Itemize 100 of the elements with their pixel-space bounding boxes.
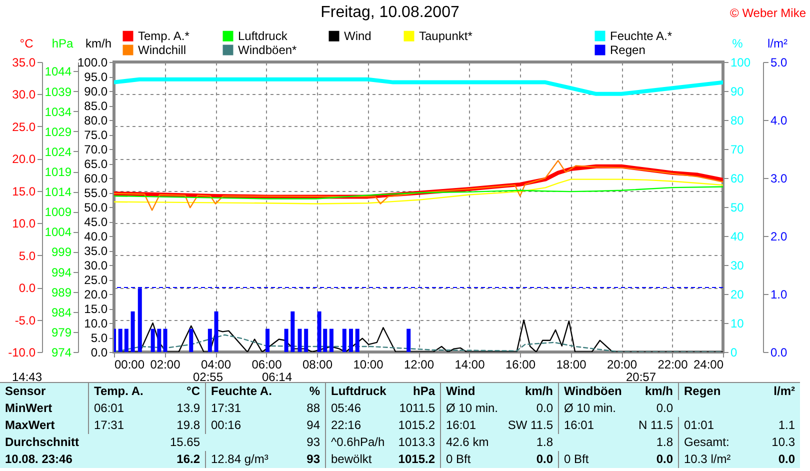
- chart-title: Freitag, 10.08.2007: [320, 4, 460, 21]
- text: 0.0: [535, 400, 554, 417]
- text: 94: [306, 417, 321, 434]
- y-tick-label: 15.0: [12, 184, 36, 198]
- y-tick-label: 35.0: [12, 56, 36, 70]
- y2-tick-label: 974: [51, 346, 72, 360]
- text: °C: [186, 383, 201, 400]
- x-tick-label: 20:00: [606, 358, 638, 372]
- text: ^0.6hPa/h: [325, 434, 385, 451]
- y2-tick-label: 994: [51, 265, 72, 280]
- text: 1.8: [655, 434, 674, 451]
- text: 12.84 g/m³: [205, 451, 275, 468]
- text: 93: [306, 451, 321, 468]
- text: Temp. A.: [88, 383, 150, 400]
- text: 16:01: [558, 417, 623, 434]
- text: 01:01: [678, 417, 738, 434]
- y3-tick-label: 95.0: [84, 70, 108, 84]
- x-tick-label: 12:00: [404, 358, 434, 372]
- y-tick-label: 10: [730, 316, 744, 330]
- text: 16.2: [176, 451, 201, 468]
- y2-tick-label: 989: [51, 285, 72, 300]
- text: 42.6 km: [440, 434, 500, 451]
- x-tick-label: 22:00: [658, 358, 688, 372]
- y2-axis-title: hPa: [52, 36, 74, 50]
- y2-tick-label: 1.0: [770, 288, 788, 302]
- text: 0.0: [777, 451, 796, 468]
- y-tick-label: 60: [730, 172, 744, 186]
- text: 17:31: [205, 400, 275, 417]
- text: 17:31: [88, 417, 150, 434]
- text: bewölkt: [325, 451, 385, 468]
- x-tick-label: 04:00: [200, 358, 232, 372]
- x-tick-label: 18:00: [556, 358, 587, 372]
- text: km/h: [644, 383, 674, 400]
- y2-tick-label: 1029: [44, 124, 72, 139]
- text: 1015.2: [397, 451, 436, 468]
- y-tick-label: -5.0: [14, 313, 36, 328]
- text: 19.8: [176, 417, 201, 434]
- y-tick-label: 100: [730, 56, 751, 70]
- y2-tick-label: 984: [51, 305, 72, 320]
- text: 14:43: [12, 370, 42, 384]
- y3-tick-label: 20.0: [84, 288, 108, 302]
- x-tick-label: 16:00: [505, 358, 536, 372]
- y3-tick-label: 65.0: [84, 157, 108, 171]
- y-tick-label: 0: [730, 346, 738, 360]
- text: Regen: [678, 383, 738, 400]
- y-axis-title: %: [732, 36, 744, 50]
- text: 00:16: [205, 417, 275, 434]
- legend-label: Luftdruck: [238, 29, 288, 44]
- y2-tick-label: 1034: [44, 104, 72, 119]
- y-tick-label: 30: [730, 258, 744, 272]
- y3-tick-label: 30.0: [84, 258, 108, 272]
- text: 0 Bft: [558, 451, 623, 468]
- legend-label: Taupunkt*: [419, 29, 473, 44]
- text: 0 Bft: [440, 451, 500, 468]
- text: Gesamt:: [678, 434, 738, 451]
- x-tick-label: 00:00: [114, 358, 145, 372]
- y3-tick-label: 25.0: [84, 273, 108, 287]
- text: 93: [306, 434, 321, 451]
- y3-tick-label: 0.0: [90, 346, 108, 360]
- y-tick-label: 10.0: [12, 216, 36, 231]
- text: 0.0: [535, 451, 554, 468]
- y3-tick-label: 90.0: [84, 84, 108, 98]
- text: © Weber Mike: [730, 6, 806, 20]
- x-tick-label: 14:00: [454, 358, 486, 372]
- text: 13.9: [176, 400, 201, 417]
- x-tick-label: 24:00: [693, 358, 724, 372]
- y3-tick-label: 75.0: [84, 128, 108, 142]
- text: 1.1: [777, 417, 796, 434]
- y3-tick-label: 35.0: [84, 244, 108, 258]
- y3-tick-label: 10.0: [84, 316, 108, 330]
- text: 06:14: [262, 370, 292, 384]
- y-tick-label: 0.0: [18, 281, 36, 296]
- text: 1011.5: [398, 400, 436, 417]
- legend-label: Wind: [344, 29, 372, 44]
- text: km/h: [524, 383, 554, 400]
- y2-tick-label: 0.0: [770, 346, 788, 360]
- text: Sensor: [4, 383, 47, 400]
- text: SW 11.5: [506, 417, 554, 434]
- text: Feuchte A.: [205, 383, 275, 400]
- x-tick-label: 08:00: [302, 358, 333, 372]
- y2-tick-label: 999: [51, 245, 72, 260]
- legend-label: Windböen*: [238, 43, 298, 57]
- y3-tick-label: 60.0: [84, 172, 108, 186]
- y-tick-label: 70: [730, 142, 744, 156]
- text: 1013.3: [397, 434, 436, 451]
- y-tick-label: 30.0: [12, 88, 36, 102]
- y3-tick-label: 40.0: [84, 230, 108, 244]
- y2-tick-label: 1009: [44, 205, 72, 220]
- y-tick-label: 20: [730, 288, 744, 302]
- legend-label: Regen: [610, 43, 646, 57]
- text: 0.0: [655, 451, 674, 468]
- y2-tick-label: 1044: [44, 64, 72, 79]
- y-tick-label: 80: [730, 114, 744, 128]
- text: 10.08. 23:46: [4, 451, 74, 468]
- y2-tick-label: 1014: [44, 185, 72, 200]
- y-tick-label: 90: [730, 84, 744, 98]
- y2-tick-label: 1004: [44, 225, 72, 240]
- x-tick-label: 02:00: [150, 358, 181, 372]
- text: Windböen: [558, 383, 623, 400]
- text: Luftdruck: [325, 383, 386, 400]
